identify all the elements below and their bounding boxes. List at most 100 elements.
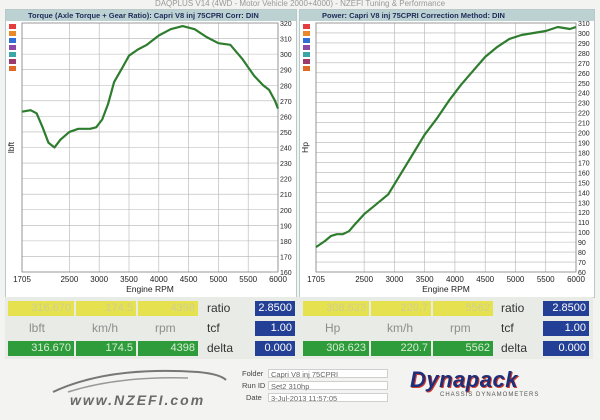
torque-x-tick-label: 3000 — [90, 275, 108, 284]
torque-legend-swatch — [9, 24, 16, 29]
torque-chart-panel: Torque (Axle Torque + Gear Ratio): Capri… — [5, 9, 297, 298]
torque-y-tick-label: 260 — [280, 114, 292, 121]
torque-y-tick-label: 180 — [280, 239, 292, 246]
website-logo-text: www.NZEFI.com — [70, 392, 206, 408]
ratio-value-right: 2.8500 — [543, 301, 589, 316]
power-x-tick-label: 3000 — [385, 275, 403, 284]
torque-plot-area — [21, 22, 279, 273]
torque-legend-swatch — [9, 45, 16, 50]
max-torque-value: 316.670 — [8, 301, 74, 316]
unit-torque-label: lbft — [29, 321, 46, 335]
torque-x-tick-label: 6000 — [269, 275, 287, 284]
power-y-tick-label: 100 — [578, 230, 590, 237]
footer: www.NZEFI.com Folder Capri V8 inj 75CPRI… — [0, 360, 600, 420]
power-y-tick-label: 60 — [578, 270, 586, 277]
torque-y-tick-label: 170 — [280, 254, 292, 261]
power-y-tick-label: 260 — [578, 71, 590, 78]
dynapack-logo-subtitle: CHASSIS DYNAMOMETERS — [440, 392, 540, 398]
power-chart-title: Power: Capri V8 inj 75CPRI Correction Me… — [300, 10, 594, 21]
power-y-tick-label: 150 — [578, 180, 590, 187]
dynapack-logo-text: Dynapack — [410, 367, 518, 392]
max-torque-rpm-value: 4398 — [138, 301, 198, 316]
torque-series-line — [21, 24, 280, 149]
power-legend-swatch — [303, 66, 310, 71]
power-y-tick-label: 90 — [578, 240, 586, 247]
power-x-tick-label: 3500 — [416, 275, 434, 284]
ratio-label-right: ratio — [501, 301, 525, 315]
torque-x-tick-label: 4500 — [180, 275, 198, 284]
delta-value-right: 0.000 — [543, 341, 589, 356]
delta-power-value: 308.623 — [303, 341, 369, 356]
power-x-tick-label: 4500 — [476, 275, 494, 284]
power-y-tick-label: 80 — [578, 250, 586, 257]
power-y-tick-label: 300 — [578, 31, 590, 38]
power-x-tick-label: 6000 — [567, 275, 585, 284]
folder-value: Capri V8 inj 75CPRI — [268, 369, 388, 379]
power-y-tick-label: 210 — [578, 121, 590, 128]
torque-x-axis-label: Engine RPM — [126, 284, 174, 294]
torque-legend-swatch — [9, 31, 16, 36]
unit-speed-label: km/h — [92, 321, 119, 335]
torque-x-tick-label: 5000 — [209, 275, 227, 284]
delta-torque-value: 316.670 — [8, 341, 74, 356]
dynapack-logo: Dynapack CHASSIS DYNAMOMETERS — [410, 368, 560, 406]
power-x-tick-label: 4000 — [446, 275, 464, 284]
power-y-tick-label: 160 — [578, 170, 590, 177]
readout-panel: 316.670 174.5 4398 ratio 2.8500 308.623 … — [5, 297, 593, 359]
unit-power-label: Hp — [325, 321, 341, 335]
power-x-tick-label: 5000 — [507, 275, 525, 284]
torque-legend-swatch — [9, 52, 16, 57]
torque-y-tick-label: 270 — [280, 99, 292, 106]
torque-y-tick-label: 320 — [280, 21, 292, 28]
torque-y-tick-label: 230 — [280, 161, 292, 168]
torque-legend-swatch — [9, 66, 16, 71]
tcf-label-right: tcf — [501, 321, 514, 335]
power-y-tick-label: 280 — [578, 51, 590, 58]
torque-y-tick-label: 250 — [280, 130, 292, 137]
torque-y-axis-label: lbft — [6, 141, 16, 153]
torque-x-tick-label: 4000 — [150, 275, 168, 284]
power-legend-swatch — [303, 59, 310, 64]
power-y-axis-label: Hp — [300, 142, 310, 153]
max-power-value: 308.623 — [303, 301, 369, 316]
max-power-speed-value: 220.7 — [371, 301, 431, 316]
date-label: Date — [246, 393, 262, 402]
max-torque-speed-value: 174.5 — [76, 301, 136, 316]
torque-y-tick-label: 240 — [280, 146, 292, 153]
power-y-tick-label: 270 — [578, 61, 590, 68]
torque-x-tick-label: 1705 — [13, 275, 31, 284]
date-value: 3-Jul-2013 11:57:05 — [268, 393, 388, 403]
torque-legend-swatch — [9, 59, 16, 64]
power-y-tick-label: 310 — [578, 21, 590, 28]
power-legend-swatch — [303, 31, 310, 36]
runid-value: Set2 310hp — [268, 381, 388, 391]
torque-x-tick-label: 2500 — [60, 275, 78, 284]
power-y-tick-label: 170 — [578, 160, 590, 167]
power-series-line — [315, 25, 577, 249]
max-power-rpm-value: 5562 — [433, 301, 493, 316]
power-x-tick-label: 5500 — [537, 275, 555, 284]
unit-power-speed-label: km/h — [387, 321, 414, 335]
power-y-tick-label: 220 — [578, 111, 590, 118]
power-y-tick-label: 240 — [578, 91, 590, 98]
power-legend-swatch — [303, 52, 310, 57]
power-y-tick-label: 290 — [578, 41, 590, 48]
tcf-value-left: 1.00 — [255, 321, 295, 336]
ratio-value-left: 2.8500 — [255, 301, 295, 316]
tcf-label-left: tcf — [207, 321, 220, 335]
power-legend-swatch — [303, 45, 310, 50]
torque-y-tick-label: 300 — [280, 52, 292, 59]
power-x-axis-label: Engine RPM — [422, 284, 470, 294]
delta-rpm-value: 4398 — [138, 341, 198, 356]
torque-x-tick-label: 3500 — [120, 275, 138, 284]
power-y-tick-label: 70 — [578, 260, 586, 267]
power-y-tick-label: 130 — [578, 200, 590, 207]
delta-speed-value: 174.5 — [76, 341, 136, 356]
power-plot-area — [315, 22, 577, 273]
delta-power-rpm-value: 5562 — [433, 341, 493, 356]
power-y-tick-label: 230 — [578, 101, 590, 108]
torque-y-tick-label: 290 — [280, 68, 292, 75]
delta-label-left: delta — [207, 341, 234, 355]
